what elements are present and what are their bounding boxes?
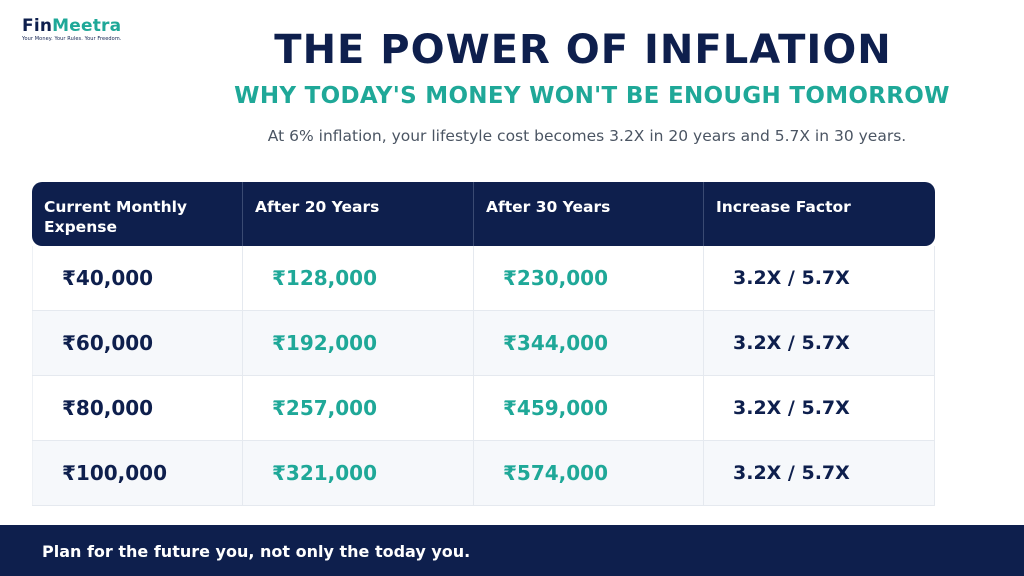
- increase-factor-cell: 3.2X / 5.7X: [704, 441, 935, 505]
- after-30-years-cell: ₹574,000: [474, 441, 704, 505]
- current-expense-cell: ₹80,000: [32, 376, 243, 440]
- finmeetra-logo: FinMeetra Your Money. Your Rules. Your F…: [22, 16, 122, 42]
- table-row: ₹80,000 ₹257,000 ₹459,000 3.2X / 5.7X: [32, 376, 935, 441]
- increase-factor-cell: 3.2X / 5.7X: [704, 376, 935, 440]
- page-subtitle: WHY TODAY'S MONEY WON'T BE ENOUGH TOMORR…: [234, 83, 950, 109]
- current-expense-cell: ₹40,000: [32, 246, 243, 310]
- logo-name-part1: Fin: [22, 16, 53, 36]
- table-header-row: Current Monthly Expense After 20 Years A…: [32, 182, 935, 246]
- header-increase-factor: Increase Factor: [716, 198, 851, 216]
- after-30-years-cell: ₹230,000: [474, 246, 704, 310]
- after-30-years-cell: ₹344,000: [474, 311, 704, 375]
- page-title: THE POWER OF INFLATION: [274, 27, 892, 73]
- increase-factor-cell: 3.2X / 5.7X: [704, 246, 935, 310]
- after-20-years-cell: ₹321,000: [243, 441, 474, 505]
- current-expense-cell: ₹100,000: [32, 441, 243, 505]
- footer-banner: Plan for the future you, not only the to…: [0, 525, 1024, 576]
- inflation-description: At 6% inflation, your lifestyle cost bec…: [267, 127, 907, 145]
- after-20-years-cell: ₹192,000: [243, 311, 474, 375]
- header-after-30-years: After 30 Years: [474, 182, 704, 246]
- logo-tagline: Your Money. Your Rules. Your Freedom.: [22, 36, 122, 42]
- table-row: ₹100,000 ₹321,000 ₹574,000 3.2X / 5.7X: [32, 441, 935, 506]
- after-20-years-cell: ₹128,000: [243, 246, 474, 310]
- logo-wordmark: FinMeetra: [22, 16, 122, 36]
- after-20-years-cell: ₹257,000: [243, 376, 474, 440]
- current-expense-cell: ₹60,000: [32, 311, 243, 375]
- header-current-monthly-expense: Current Monthly Expense: [32, 182, 243, 246]
- table-row: ₹40,000 ₹128,000 ₹230,000 3.2X / 5.7X: [32, 246, 935, 311]
- table-row: ₹60,000 ₹192,000 ₹344,000 3.2X / 5.7X: [32, 311, 935, 376]
- inflation-table: Current Monthly Expense After 20 Years A…: [32, 182, 935, 506]
- increase-factor-cell: 3.2X / 5.7X: [704, 311, 935, 375]
- header-after-20-years: After 20 Years: [243, 182, 474, 246]
- after-30-years-cell: ₹459,000: [474, 376, 704, 440]
- logo-name-part2: Meetra: [52, 16, 122, 36]
- footer-tagline: Plan for the future you, not only the to…: [42, 542, 471, 561]
